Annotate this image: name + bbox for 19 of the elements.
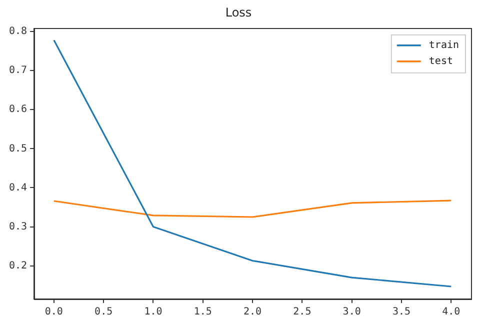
x-tick-label: 2.5	[293, 306, 312, 318]
legend-label: test	[428, 56, 453, 67]
y-tick-label: 0.4	[9, 182, 28, 194]
x-tick-label: 0.0	[44, 306, 63, 318]
x-tick-label: 0.5	[94, 306, 113, 318]
y-tick-label: 0.7	[9, 65, 28, 76]
chart-title: Loss	[225, 5, 252, 20]
y-tick-label: 0.6	[9, 104, 28, 116]
y-tick-label: 0.2	[9, 260, 28, 272]
x-tick-label: 4.0	[442, 306, 460, 318]
x-tick-label: 3.0	[342, 306, 361, 318]
legend-label: train	[428, 40, 460, 51]
y-tick-label: 0.8	[9, 26, 28, 38]
x-tick-label: 1.0	[144, 306, 162, 318]
y-tick-label: 0.5	[9, 143, 28, 154]
y-tick-label: 0.3	[9, 221, 28, 232]
x-tick-label: 2.0	[244, 306, 262, 318]
x-tick-label: 3.5	[392, 306, 411, 318]
x-tick-label: 1.5	[194, 306, 212, 318]
